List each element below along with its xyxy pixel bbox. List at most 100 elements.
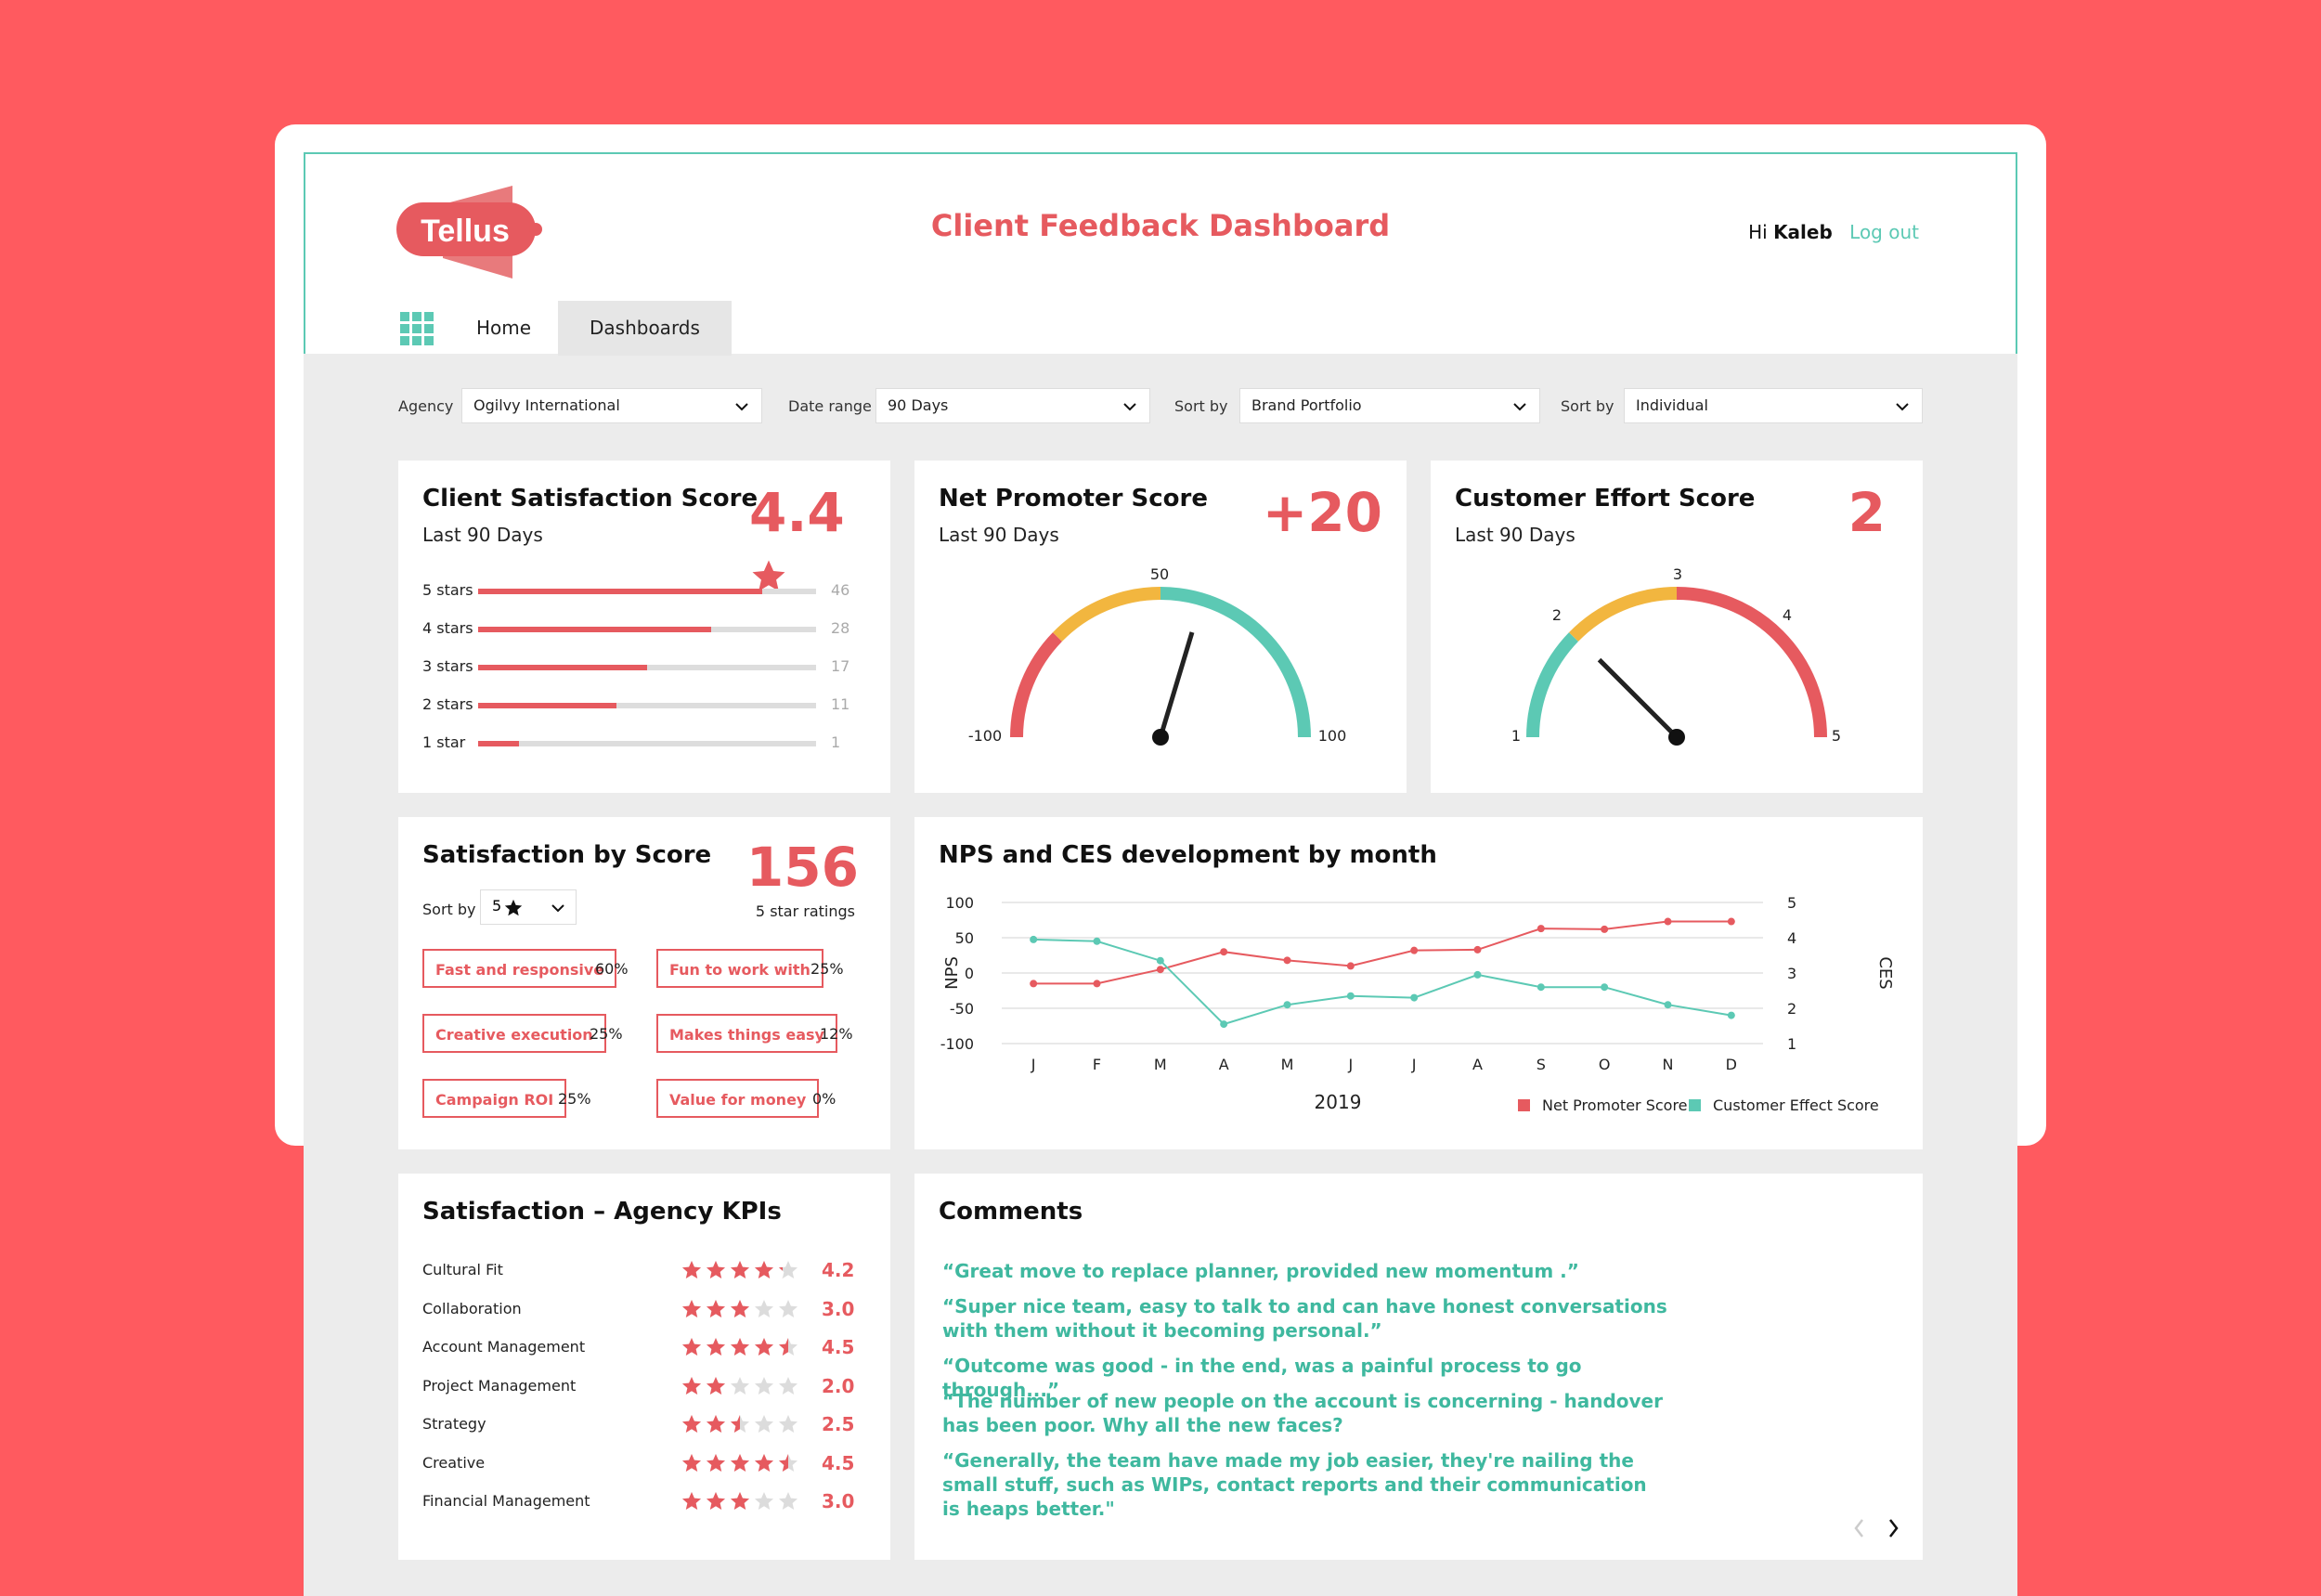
- data-point: [1601, 983, 1609, 992]
- tag-percent: 60%: [595, 960, 629, 978]
- sort-individual-select[interactable]: Individual: [1624, 388, 1923, 423]
- top-bar: Tellus Client Feedback Dashboard Hi Kale…: [304, 152, 2017, 356]
- sort-individual-value: Individual: [1636, 396, 1708, 414]
- filter-label-sort-2: Sort by: [1561, 397, 1614, 415]
- rating-bar-fill: [478, 627, 712, 632]
- feedback-tag[interactable]: Fast and responsive: [422, 949, 617, 988]
- rating-count: 17: [831, 657, 850, 675]
- sort-portfolio-value: Brand Portfolio: [1251, 396, 1362, 414]
- star-icon: [779, 1338, 797, 1356]
- nps-ces-chart-card: NPS and CES development by month 100 50 0 -…: [914, 817, 1923, 1149]
- kpi-row: Financial Management 3.0: [422, 1488, 868, 1516]
- star-icon: [779, 1453, 797, 1472]
- kpi-value: 3.0: [822, 1297, 855, 1320]
- data-point: [1537, 925, 1545, 933]
- y2-axis-label: CES: [1875, 956, 1895, 989]
- data-point: [1410, 993, 1419, 1002]
- x-tick-label: M: [1154, 1056, 1167, 1073]
- csat-card: Client Satisfaction Score Last 90 Days 4…: [398, 461, 890, 793]
- data-point: [1346, 992, 1355, 1000]
- rating-label: 5 stars: [422, 581, 473, 599]
- star-icon: [707, 1299, 725, 1317]
- chevron-down-icon: [1123, 403, 1136, 411]
- data-point: [1093, 937, 1101, 945]
- kpi-name: Strategy: [422, 1415, 486, 1433]
- star-icon: [752, 560, 785, 591]
- x-tick-label: F: [1093, 1056, 1101, 1073]
- ces-subtitle: Last 90 Days: [1455, 524, 1575, 546]
- rating-label: 2 stars: [422, 695, 473, 713]
- x-tick-label: J: [1347, 1056, 1353, 1073]
- legend-label: Customer Effect Score: [1713, 1096, 1879, 1114]
- rating-bar-fill: [478, 741, 519, 746]
- comment-item: “The number of new people on the account…: [942, 1390, 1663, 1436]
- ces-card: Customer Effort Score Last 90 Days 2 1 2…: [1431, 461, 1923, 793]
- gauge-tick-label: 3: [1673, 565, 1682, 583]
- chevron-left-icon[interactable]: [1852, 1517, 1867, 1539]
- rating-bar-track: [478, 627, 816, 632]
- star-icon: [731, 1261, 749, 1278]
- star-icon: [707, 1261, 725, 1278]
- star-icon: [755, 1453, 773, 1472]
- feedback-tag[interactable]: Creative execution: [422, 1014, 606, 1053]
- agency-select[interactable]: Ogilvy International: [461, 388, 762, 423]
- data-point: [1727, 917, 1735, 926]
- kpi-name: Account Management: [422, 1338, 586, 1356]
- ces-gauge: 1 2 3 4 5: [1511, 565, 1841, 746]
- star-icon: [707, 1376, 725, 1395]
- tag-percent: 0%: [812, 1090, 836, 1108]
- tellus-logo[interactable]: Tellus: [396, 186, 545, 279]
- tag-percent: 25%: [558, 1090, 591, 1108]
- kpi-name: Cultural Fit: [422, 1261, 503, 1278]
- kpi-card: Satisfaction – Agency KPIs Cultural Fit 4…: [398, 1174, 890, 1560]
- star-icon: [682, 1261, 701, 1278]
- kpi-value: 2.5: [822, 1413, 855, 1435]
- star-filter-value: 5: [492, 897, 502, 915]
- sort-portfolio-select[interactable]: Brand Portfolio: [1239, 388, 1540, 423]
- logo-text: Tellus: [421, 214, 510, 249]
- data-point: [1537, 983, 1545, 992]
- star-icon: [779, 1261, 797, 1278]
- feedback-tag[interactable]: Value for money: [656, 1079, 820, 1118]
- comment-item: “Super nice team, easy to talk to and ca…: [942, 1295, 1667, 1342]
- data-point: [1283, 956, 1291, 965]
- star-icon: [779, 1299, 797, 1317]
- comments-title: Comments: [939, 1198, 1083, 1226]
- star-filter-select[interactable]: 5: [480, 889, 577, 925]
- rating-row: 2 stars 11: [422, 695, 859, 733]
- kpi-row: Account Management 4.5: [422, 1334, 868, 1362]
- data-point: [1220, 948, 1228, 956]
- csat-subtitle: Last 90 Days: [422, 524, 543, 546]
- nps-card: Net Promoter Score Last 90 Days +20 50 -…: [914, 461, 1407, 793]
- rating-bar-track: [478, 703, 816, 708]
- chevron-right-icon[interactable]: [1886, 1517, 1900, 1539]
- rating-bar-fill: [478, 589, 762, 594]
- x-tick-label: S: [1537, 1056, 1546, 1073]
- nps-gauge: 50 -100 100: [968, 565, 1346, 746]
- date-range-select[interactable]: 90 Days: [875, 388, 1150, 423]
- csat-title: Client Satisfaction Score: [422, 485, 759, 513]
- tab-home[interactable]: Home: [476, 317, 532, 339]
- tab-dashboards[interactable]: Dashboards: [558, 301, 732, 356]
- x-tick-label: A: [1472, 1056, 1483, 1073]
- star-icon: [779, 1415, 797, 1433]
- gauge-mid-label: 50: [1150, 565, 1169, 583]
- feedback-tag[interactable]: Campaign ROI: [422, 1079, 567, 1118]
- apps-grid-icon[interactable]: [400, 312, 434, 345]
- rating-label: 3 stars: [422, 657, 473, 675]
- kpi-value: 3.0: [822, 1490, 855, 1512]
- feedback-tag[interactable]: Fun to work with: [656, 949, 823, 988]
- rating-row: 3 stars 17: [422, 657, 859, 695]
- chevron-down-icon: [1896, 403, 1909, 411]
- x-tick-label: A: [1219, 1056, 1229, 1073]
- data-point: [1030, 935, 1038, 943]
- data-point: [1220, 1020, 1228, 1029]
- sat-by-score-title: Satisfaction by Score: [422, 841, 712, 869]
- logout-link[interactable]: Log out: [1849, 221, 1919, 243]
- rating-bar-track: [478, 589, 816, 594]
- feedback-tag[interactable]: Makes things easy: [656, 1014, 837, 1053]
- x-tick-label: M: [1281, 1056, 1294, 1073]
- y-tick-label: 0: [965, 965, 974, 982]
- star-icon: [731, 1453, 749, 1472]
- comment-item: “Outcome was good - in the end, was a pa…: [942, 1355, 1582, 1401]
